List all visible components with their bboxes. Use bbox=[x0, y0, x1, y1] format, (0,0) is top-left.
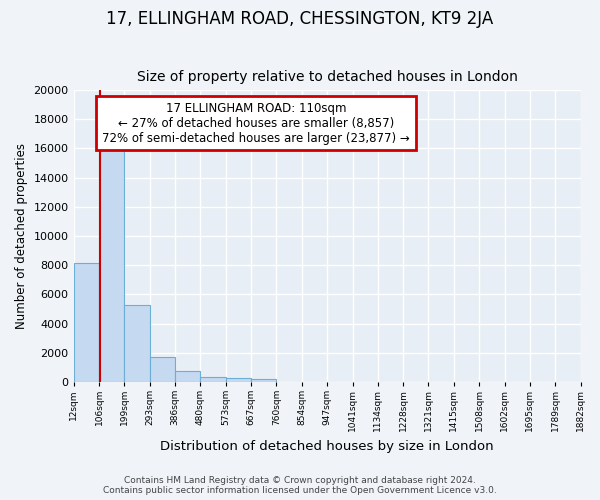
Bar bbox=[150, 356, 175, 382]
Text: Contains HM Land Registry data © Crown copyright and database right 2024.
Contai: Contains HM Land Registry data © Crown c… bbox=[103, 476, 497, 495]
X-axis label: Distribution of detached houses by size in London: Distribution of detached houses by size … bbox=[160, 440, 494, 452]
Bar bbox=[124, 304, 150, 382]
Title: Size of property relative to detached houses in London: Size of property relative to detached ho… bbox=[137, 70, 517, 85]
Bar bbox=[200, 378, 226, 382]
Bar bbox=[226, 378, 251, 382]
Text: 17, ELLINGHAM ROAD, CHESSINGTON, KT9 2JA: 17, ELLINGHAM ROAD, CHESSINGTON, KT9 2JA bbox=[106, 10, 494, 28]
Bar bbox=[74, 263, 99, 382]
Y-axis label: Number of detached properties: Number of detached properties bbox=[15, 143, 28, 329]
Bar bbox=[175, 371, 200, 382]
Text: 17 ELLINGHAM ROAD: 110sqm
← 27% of detached houses are smaller (8,857)
72% of se: 17 ELLINGHAM ROAD: 110sqm ← 27% of detac… bbox=[102, 102, 410, 144]
Bar bbox=[251, 379, 277, 382]
Bar bbox=[99, 140, 124, 382]
